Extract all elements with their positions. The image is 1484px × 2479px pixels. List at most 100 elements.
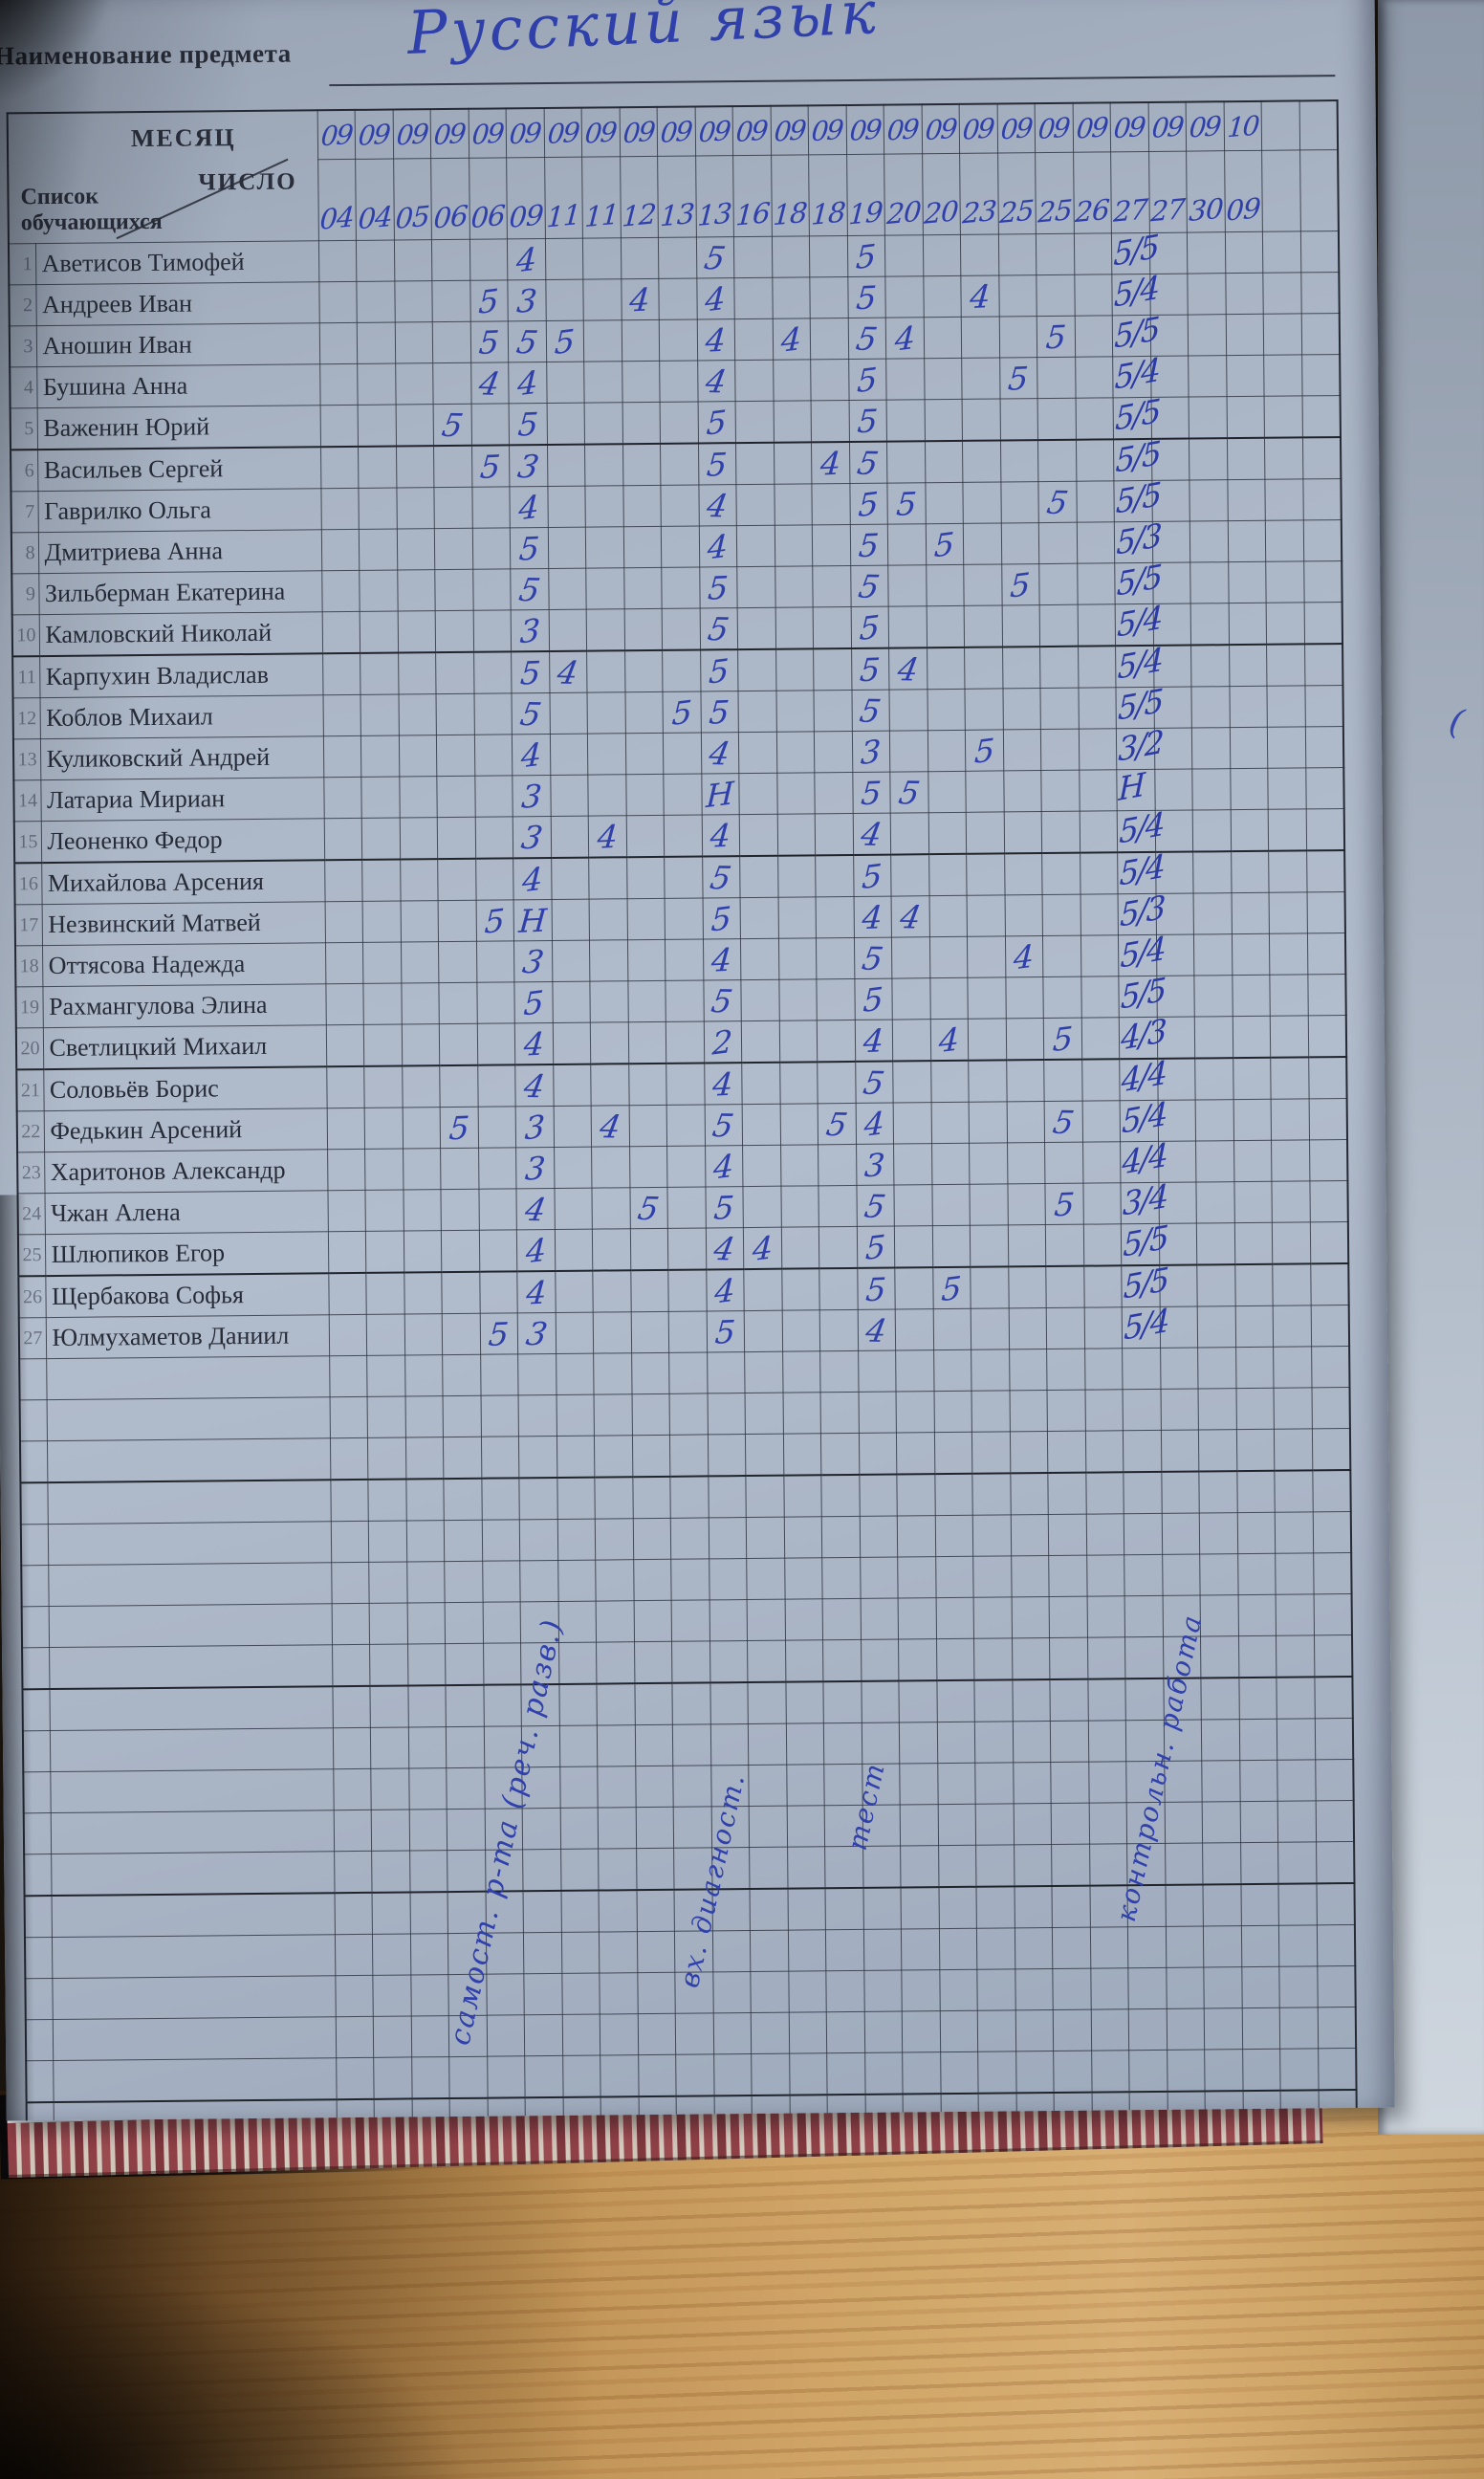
grade-cell xyxy=(628,1063,667,1106)
grade-cell xyxy=(594,1435,633,1478)
grade-cell: 5 xyxy=(706,1310,745,1352)
grade-cell xyxy=(1046,1307,1085,1349)
grade-cell xyxy=(815,854,854,897)
grade-cell xyxy=(396,446,434,489)
grade-cell xyxy=(1005,976,1044,1019)
grade-cell xyxy=(1193,933,1233,976)
grade-cell: 5 xyxy=(471,445,510,488)
next-page-edge xyxy=(1378,0,1484,2135)
grade-cell xyxy=(400,859,439,902)
grade-cell xyxy=(395,404,434,447)
grade-cell xyxy=(622,443,661,486)
grade-cell xyxy=(972,1514,1012,1557)
grade-cell xyxy=(668,1351,708,1394)
grade-cell xyxy=(1279,2007,1319,2050)
grade-cell xyxy=(361,818,401,860)
month-cell: 09 xyxy=(770,105,809,156)
grade-cell xyxy=(398,652,437,695)
grade-cell: 4 xyxy=(772,318,811,361)
grade-cell xyxy=(935,1597,974,1639)
grade-cell xyxy=(474,816,513,859)
grade-cell: 5 xyxy=(857,1267,896,1310)
grade-cell xyxy=(1226,396,1265,439)
grade-cell xyxy=(622,485,662,527)
grade-cell xyxy=(1165,1925,1204,1968)
grade-cell xyxy=(664,814,703,857)
grade-cell xyxy=(482,1601,521,1644)
grade-cell xyxy=(893,1143,932,1186)
grade-cell xyxy=(666,1063,705,1106)
grade-cell xyxy=(1050,1762,1089,1804)
grade-cell xyxy=(1075,397,1114,440)
grade-cell xyxy=(1051,1803,1090,1845)
grade-cell xyxy=(1004,853,1043,895)
quarter-mark: 5/4 xyxy=(1123,1301,1169,1348)
grade-cell xyxy=(1266,685,1305,728)
grade-cell xyxy=(1263,354,1302,397)
grade-cell xyxy=(1123,1471,1162,1514)
grade-cell xyxy=(360,735,400,778)
grade-cell xyxy=(1161,1471,1200,1514)
grade-cell xyxy=(1084,1430,1124,1473)
grade-cell xyxy=(707,1393,746,1435)
grade-cell xyxy=(1048,1514,1087,1556)
quarter-mark: Н xyxy=(1118,765,1145,809)
grade-cell xyxy=(409,1933,448,1975)
grade-cell xyxy=(1007,1142,1045,1184)
grade-cell xyxy=(664,856,703,899)
grade-cell xyxy=(473,651,512,694)
grade-cell xyxy=(334,1892,373,1935)
grade-cell xyxy=(367,1479,406,1522)
month-cell xyxy=(1298,100,1338,150)
grade-cell xyxy=(1078,687,1117,730)
grade-cell: 5 xyxy=(853,937,892,979)
grade-cell xyxy=(443,1478,482,1521)
grade-cell xyxy=(1084,1389,1124,1432)
grade-cell xyxy=(622,402,661,445)
grade-cell xyxy=(822,1598,862,1640)
grade-cell xyxy=(669,1476,709,1519)
grade-cell xyxy=(886,399,925,442)
grade-cell xyxy=(1200,1635,1239,1678)
grade-cell xyxy=(665,938,704,981)
grade-cell: 5 xyxy=(475,899,514,942)
grade-cell xyxy=(742,1186,781,1228)
grade-cell: 4 xyxy=(549,650,587,693)
grade-cell xyxy=(1236,1470,1276,1513)
grade-cell xyxy=(544,238,583,280)
grade-cell xyxy=(817,1061,856,1104)
quarter-mark: 5/5 xyxy=(1112,227,1159,274)
grade-cell xyxy=(787,1846,826,1889)
grade-cell xyxy=(335,1975,374,2017)
grade-cell xyxy=(1166,2007,1205,2051)
grade-cell xyxy=(626,898,666,940)
grade-cell xyxy=(671,1599,710,1642)
grade-cell xyxy=(780,1226,819,1269)
grade-cell xyxy=(818,1144,857,1186)
grade-cell xyxy=(1051,1844,1090,1887)
grade-cell xyxy=(475,858,514,901)
grade-cell xyxy=(671,1640,710,1683)
grade-cell xyxy=(712,1971,752,2013)
grade-cell xyxy=(782,1433,821,1476)
grade-cell: 5 xyxy=(853,854,892,897)
quarter-mark: 3/4 xyxy=(1122,1176,1168,1223)
row-number: 18 xyxy=(15,945,43,987)
grade-cell xyxy=(1088,1802,1127,1845)
grade-cell xyxy=(1189,396,1227,439)
grade-cell: 5/5 xyxy=(1118,970,1166,1018)
grade-cell xyxy=(438,982,477,1024)
grade-cell xyxy=(741,1062,780,1105)
grade-cell xyxy=(366,1313,405,1356)
grade-cell xyxy=(1082,1182,1122,1225)
grade-cell: 5/5 xyxy=(1121,1218,1168,1266)
grade-cell xyxy=(1313,1634,1352,1678)
grade-cell xyxy=(1194,1016,1233,1059)
grade-cell xyxy=(487,2055,526,2098)
grade-cell xyxy=(783,1475,822,1518)
grade-cell xyxy=(396,487,435,530)
grade-cell xyxy=(442,1354,481,1396)
grade-cell xyxy=(1040,770,1080,812)
grade-cell xyxy=(1230,809,1269,852)
grade-cell xyxy=(1015,2009,1054,2051)
